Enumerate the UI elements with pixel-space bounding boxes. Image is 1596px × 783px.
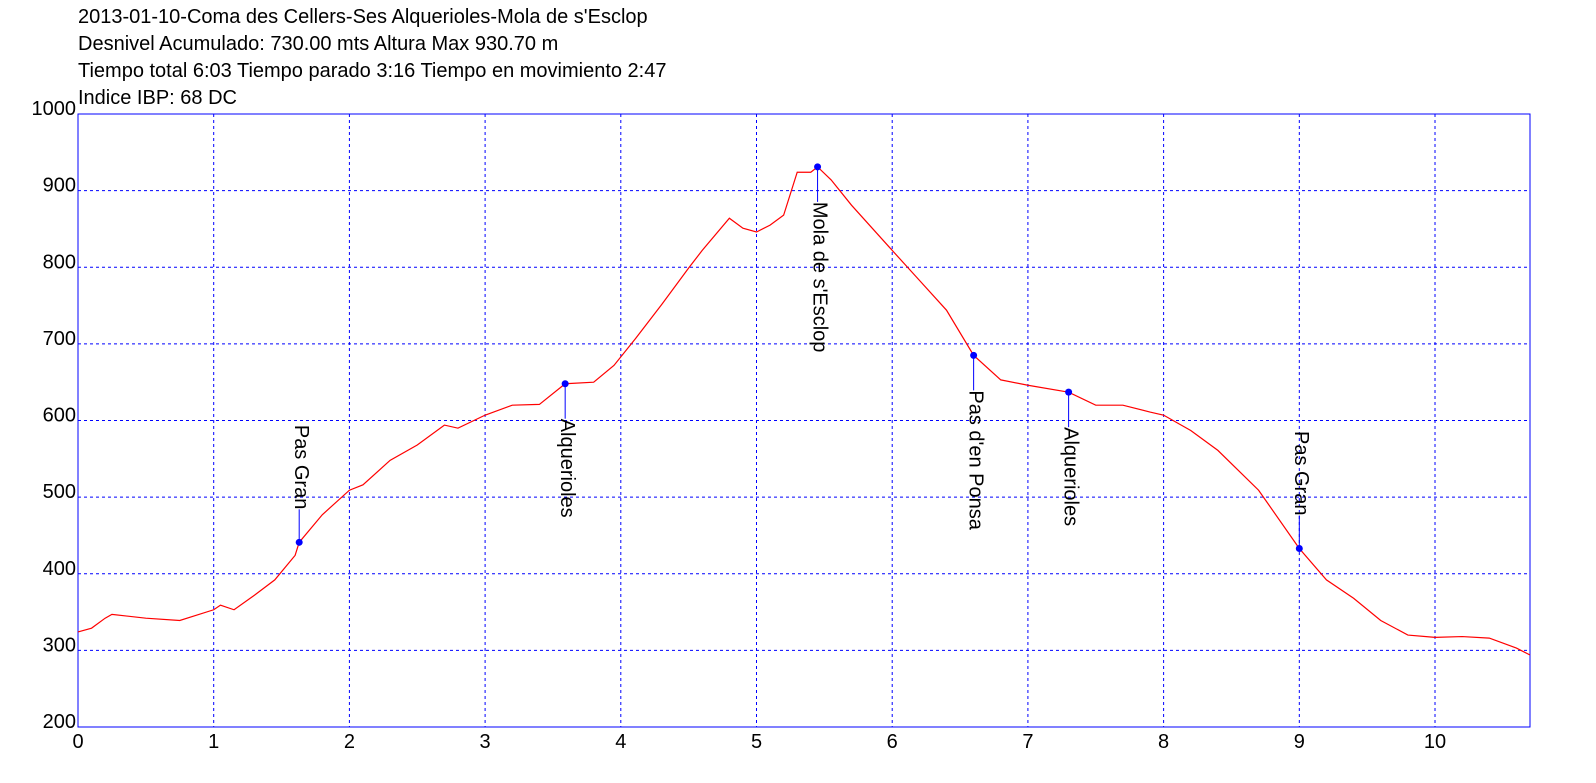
x-tick-label: 8: [1158, 731, 1169, 753]
waypoint-label: Alquerioles: [556, 419, 578, 518]
y-tick-label: 200: [43, 711, 76, 733]
waypoint: [1065, 388, 1073, 396]
x-tick-label: 0: [72, 731, 83, 753]
waypoint-label: Pas Gran: [290, 425, 312, 509]
elevation-line: [77, 166, 1531, 656]
y-tick-label: 800: [43, 251, 76, 273]
waypoint-label: Alquerioles: [1059, 427, 1081, 526]
x-tick-label: 2: [344, 731, 355, 753]
x-tick-label: 3: [480, 731, 491, 753]
waypoint: [561, 380, 569, 388]
y-tick-label: 400: [43, 558, 76, 580]
title-line: Tiempo total 6:03 Tiempo parado 3:16 Tie…: [78, 60, 667, 82]
title-line: Indice IBP: 68 DC: [78, 87, 237, 109]
x-tick-label: 4: [615, 731, 626, 753]
x-tick-label: 6: [887, 731, 898, 753]
x-tick-label: 5: [751, 731, 762, 753]
y-tick-label: 900: [43, 175, 76, 197]
y-tick-label: 300: [43, 634, 76, 656]
x-tick-label: 10: [1424, 731, 1446, 753]
x-tick-label: 1: [208, 731, 219, 753]
y-tick-label: 1000: [32, 98, 77, 120]
waypoint: [814, 163, 822, 171]
x-tick-label: 9: [1294, 731, 1305, 753]
waypoint-label: Mola de s'Esclop: [808, 202, 830, 353]
x-tick-label: 7: [1022, 731, 1033, 753]
waypoint-label: Pas d'en Ponsa: [964, 390, 986, 530]
waypoint: [970, 351, 978, 359]
title-line: 2013-01-10-Coma des Cellers-Ses Alquerio…: [78, 6, 648, 28]
y-tick-label: 700: [43, 328, 76, 350]
title-line: Desnivel Acumulado: 730.00 mts Altura Ma…: [78, 33, 558, 55]
y-tick-label: 600: [43, 405, 76, 427]
waypoint: [1295, 544, 1303, 552]
plot-frame: [77, 113, 1531, 728]
waypoint: [295, 538, 303, 546]
y-tick-label: 500: [43, 481, 76, 503]
waypoint-label: Pas Gran: [1290, 431, 1312, 515]
